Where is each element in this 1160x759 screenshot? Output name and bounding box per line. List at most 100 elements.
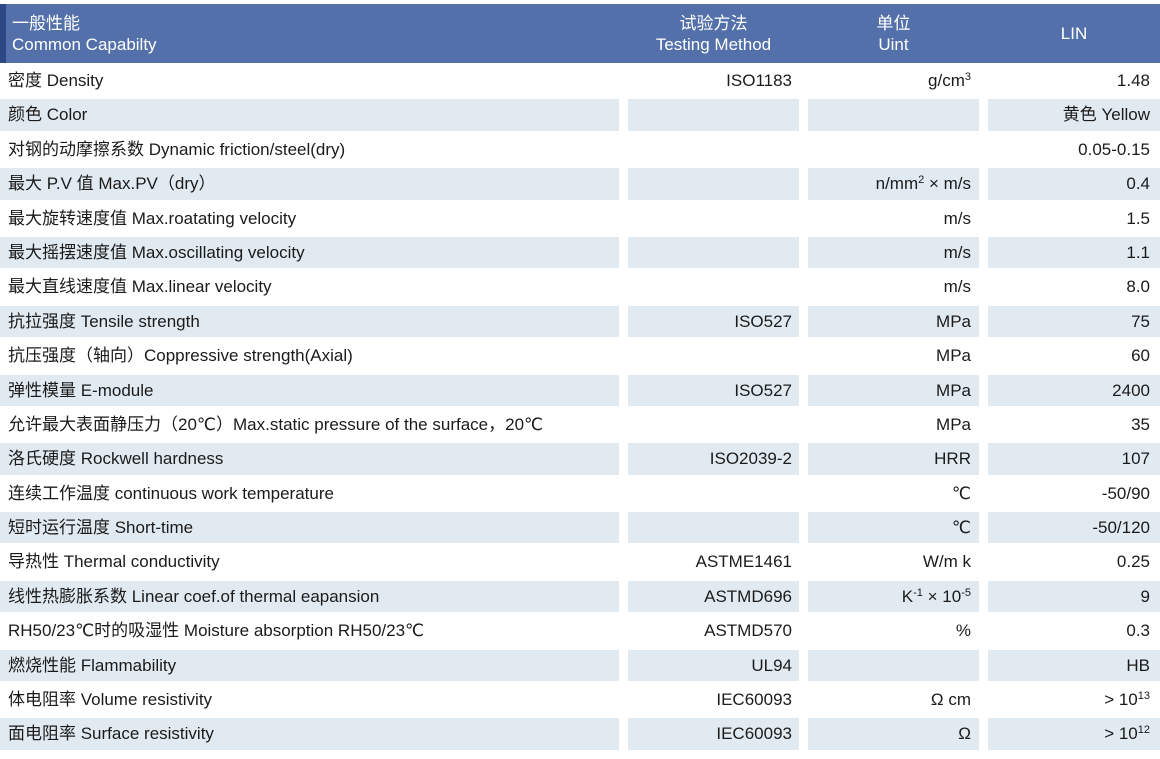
property-label-cell: 洛氏硬度 Rockwell hardness [0, 443, 619, 475]
header-unit: 单位 Uint [808, 13, 979, 55]
value-cell: 1.1 [988, 236, 1160, 269]
header-common-capability: 一般性能 Common Capabilty [0, 13, 619, 55]
testing-method-cell: ISO2039-2 [628, 443, 799, 475]
value-cell: 75 [988, 305, 1160, 338]
header-unit-zh: 单位 [876, 13, 911, 33]
property-label-cell: 连续工作温度 continuous work temperature [8, 483, 334, 503]
property-label-cell: RH50/23℃时的吸湿性 Moisture absorption RH50/2… [8, 621, 425, 641]
value-cell: 1.48 [1116, 71, 1150, 90]
unit-cell: % [955, 621, 971, 641]
testing-method-cell: IEC60093 [628, 718, 799, 750]
property-label-cell: 抗压强度（轴向）Coppressive strength(Axial) [8, 346, 353, 366]
value-cell: 60 [1131, 346, 1150, 366]
unit-cell [808, 99, 979, 131]
unit-cell: MPa [936, 346, 971, 366]
testing-method-cell: UL94 [628, 649, 799, 682]
testing-method-cell: ISO527 [628, 374, 799, 406]
property-label-cell: 最大直线速度值 Max.linear velocity [8, 277, 272, 297]
table-row: 最大直线速度值 Max.linear velocity m/s 8.0 [0, 271, 1160, 302]
unit-cell: K-1 × 10-5 [808, 580, 979, 613]
unit-cell: W/m k [922, 552, 971, 572]
table-row: 最大旋转速度值 Max.roatating velocity m/s 1.5 [0, 203, 1160, 234]
value-cell: 9 [988, 580, 1160, 613]
testing-method-cell: ASTMD696 [628, 580, 799, 613]
table-row: 最大 P.V 值 Max.PV（dry） n/mm2 × m/s 0.4 [0, 168, 1160, 200]
value-cell: 黄色 Yellow [988, 99, 1160, 131]
table-row: 洛氏硬度 Rockwell hardness ISO2039-2 HRR 107 [0, 443, 1160, 475]
header-testing-method-en: Testing Method [655, 34, 772, 54]
testing-method-cell: IEC60093 [716, 690, 792, 710]
unit-cell: g/cm3 [928, 71, 971, 90]
property-label-cell: 最大 P.V 值 Max.PV（dry） [0, 168, 619, 200]
testing-method-cell: ISO527 [628, 305, 799, 338]
testing-method-cell [628, 134, 799, 165]
property-label-cell: 最大旋转速度值 Max.roatating velocity [8, 208, 297, 228]
header-testing-method: 试验方法 Testing Method [628, 13, 799, 55]
testing-method-cell [628, 236, 799, 269]
property-label-cell: 密度 Density [8, 71, 104, 90]
unit-cell: m/s [808, 236, 979, 269]
table-header-row: 一般性能 Common Capabilty 试验方法 Testing Metho… [0, 4, 1160, 63]
header-common-capability-zh: 一般性能 [12, 13, 80, 33]
property-label-cell: 允许最大表面静压力（20℃）Max.static pressure of the… [8, 414, 544, 434]
table-row: RH50/23℃时的吸湿性 Moisture absorption RH50/2… [0, 615, 1160, 646]
unit-cell: HRR [808, 443, 979, 475]
table-row: 对钢的动摩擦系数 Dynamic friction/steel(dry) 0.05… [0, 134, 1160, 165]
testing-method-cell: ASTME1461 [695, 552, 792, 572]
unit-cell [808, 134, 979, 165]
unit-cell [808, 649, 979, 682]
table-row: 燃烧性能 Flammability UL94 HB [0, 649, 1160, 682]
testing-method-cell: ASTMD570 [704, 621, 792, 641]
unit-cell: Ω [808, 718, 979, 750]
value-cell: 1.5 [1126, 208, 1150, 228]
testing-method-cell [628, 409, 799, 440]
property-label-cell: 对钢的动摩擦系数 Dynamic friction/steel(dry) [8, 139, 346, 159]
header-lin: LIN [1060, 24, 1088, 43]
value-cell: HB [988, 649, 1160, 682]
table-row: 面电阻率 Surface resistivity IEC60093 Ω > 1012 [0, 718, 1160, 750]
table-row: 颜色 Color 黄色 Yellow [0, 99, 1160, 131]
testing-method-cell [628, 203, 799, 234]
testing-method-cell [628, 340, 799, 371]
table-row: 密度 Density ISO1183 g/cm3 1.48 [0, 65, 1160, 96]
property-label-cell: 线性热膨胀系数 Linear coef.of thermal eapansion [0, 580, 619, 613]
value-cell: 8.0 [1126, 277, 1150, 297]
property-label-cell: 导热性 Thermal conductivity [8, 552, 220, 572]
table-row: 连续工作温度 continuous work temperature ℃ -50/9… [0, 478, 1160, 509]
property-label-cell: 体电阻率 Volume resistivity [8, 690, 213, 710]
value-cell: 107 [988, 443, 1160, 475]
table-row: 短时运行温度 Short-time ℃ -50/120 [0, 512, 1160, 544]
unit-cell: ℃ [808, 512, 979, 544]
testing-method-cell [628, 99, 799, 131]
value-cell: -50/90 [1101, 483, 1150, 503]
value-cell: > 1012 [988, 718, 1160, 750]
value-cell: 0.25 [1116, 552, 1150, 572]
value-cell: 35 [1131, 414, 1150, 434]
table-row: 体电阻率 Volume resistivity IEC60093 Ω cm > 101… [0, 684, 1160, 715]
unit-cell: m/s [943, 208, 971, 228]
unit-cell: m/s [943, 277, 971, 297]
property-label-cell: 面电阻率 Surface resistivity [0, 718, 619, 750]
value-cell: 0.3 [1126, 621, 1150, 641]
table-row: 弹性模量 E-module ISO527 MPa 2400 [0, 374, 1160, 406]
table-row: 抗拉强度 Tensile strength ISO527 MPa 75 [0, 305, 1160, 338]
header-common-capability-en: Common Capabilty [12, 34, 157, 54]
table-row: 导热性 Thermal conductivity ASTME1461 W/m k 0.… [0, 546, 1160, 577]
property-label-cell: 最大摇摆速度值 Max.oscillating velocity [0, 236, 619, 269]
testing-method-cell [628, 271, 799, 302]
testing-method-cell [628, 168, 799, 200]
unit-cell: MPa [936, 414, 971, 434]
value-cell: -50/120 [988, 512, 1160, 544]
property-label-cell: 抗拉强度 Tensile strength [0, 305, 619, 338]
unit-cell: n/mm2 × m/s [808, 168, 979, 200]
header-unit-en: Uint [878, 34, 909, 54]
property-label-cell: 短时运行温度 Short-time [0, 512, 619, 544]
property-label-cell: 弹性模量 E-module [0, 374, 619, 406]
table-body: 密度 Density ISO1183 g/cm3 1.48 颜色 Color 黄色 Yel… [0, 63, 1160, 750]
header-accent-stripe [0, 4, 6, 63]
value-cell: 0.05-0.15 [1078, 139, 1150, 159]
unit-cell: ℃ [951, 483, 971, 503]
material-properties-table: 一般性能 Common Capabilty 试验方法 Testing Metho… [0, 4, 1160, 753]
testing-method-cell: ISO1183 [726, 71, 792, 90]
